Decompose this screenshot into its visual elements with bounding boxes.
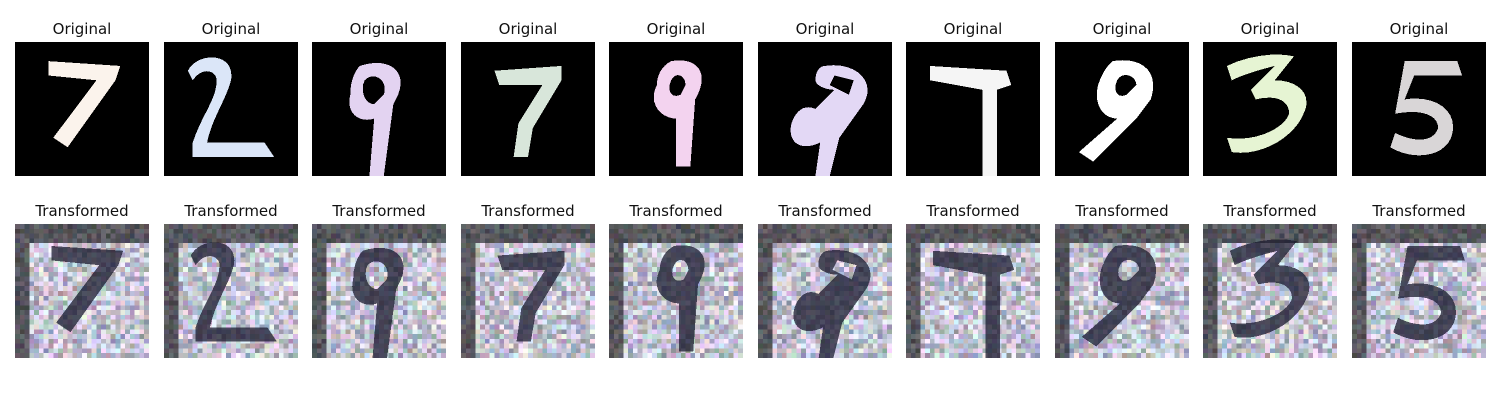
transformed-title: Transformed bbox=[1223, 202, 1317, 220]
original-title: Original bbox=[646, 20, 706, 38]
original-digit-image bbox=[1055, 42, 1189, 176]
transformed-title: Transformed bbox=[629, 202, 723, 220]
original-title: Original bbox=[349, 20, 409, 38]
transformed-title: Transformed bbox=[332, 202, 426, 220]
transformed-digit-image bbox=[312, 224, 446, 358]
original-title: Original bbox=[201, 20, 261, 38]
digit-stroke bbox=[1078, 60, 1154, 162]
original-digit-image bbox=[461, 42, 595, 176]
original-title: Original bbox=[52, 20, 112, 38]
transformed-digit-image bbox=[1055, 224, 1189, 358]
digit-stroke bbox=[929, 65, 1012, 176]
transformed-title: Transformed bbox=[1372, 202, 1466, 220]
digit-stroke bbox=[1390, 61, 1463, 156]
transformed-row: Transformed Transformed Transformed Transfo… bbox=[0, 200, 1500, 360]
transformed-title: Transformed bbox=[926, 202, 1020, 220]
digit-stroke bbox=[349, 62, 401, 176]
digit-stroke bbox=[48, 61, 121, 148]
transformed-digit-image bbox=[1203, 224, 1337, 358]
transformed-digit-image bbox=[1352, 224, 1486, 358]
original-digit-image bbox=[312, 42, 446, 176]
original-row: Original Original Original Original Original… bbox=[0, 18, 1500, 178]
digit-stroke bbox=[51, 246, 124, 333]
digit-stroke bbox=[653, 60, 702, 167]
original-digit-image bbox=[609, 42, 743, 176]
digit-stroke bbox=[932, 250, 1015, 358]
transformed-digit-image bbox=[906, 224, 1040, 358]
digit-stroke bbox=[1226, 54, 1307, 153]
transformed-title: Transformed bbox=[778, 202, 872, 220]
digit-stroke bbox=[190, 242, 277, 342]
digit-stroke bbox=[352, 247, 404, 358]
original-title: Original bbox=[1092, 20, 1152, 38]
transformed-digit-image bbox=[461, 224, 595, 358]
original-digit-image bbox=[1352, 42, 1486, 176]
original-title: Original bbox=[943, 20, 1003, 38]
transformed-digit-image bbox=[609, 224, 743, 358]
original-digit-image bbox=[1203, 42, 1337, 176]
digit-stroke bbox=[497, 250, 565, 342]
digit-stroke bbox=[1229, 239, 1310, 338]
transformed-digit-image bbox=[164, 224, 298, 358]
original-digit-image bbox=[15, 42, 149, 176]
digit-stroke bbox=[656, 245, 705, 352]
digit-stroke bbox=[1081, 245, 1157, 347]
original-digit-image bbox=[758, 42, 892, 176]
transformed-title: Transformed bbox=[184, 202, 278, 220]
transformed-digit-image bbox=[15, 224, 149, 358]
transformed-title: Transformed bbox=[35, 202, 129, 220]
digit-stroke bbox=[494, 65, 562, 157]
transformed-title: Transformed bbox=[1075, 202, 1169, 220]
original-digit-image bbox=[906, 42, 1040, 176]
original-title: Original bbox=[498, 20, 558, 38]
transformed-title: Transformed bbox=[481, 202, 575, 220]
original-digit-image bbox=[164, 42, 298, 176]
digit-stroke bbox=[1393, 246, 1465, 341]
original-title: Original bbox=[795, 20, 855, 38]
original-title: Original bbox=[1240, 20, 1300, 38]
digit-stroke bbox=[793, 250, 871, 358]
transformed-digit-image bbox=[758, 224, 892, 358]
digit-stroke bbox=[187, 57, 275, 157]
original-title: Original bbox=[1389, 20, 1449, 38]
digit-stroke bbox=[790, 65, 868, 176]
